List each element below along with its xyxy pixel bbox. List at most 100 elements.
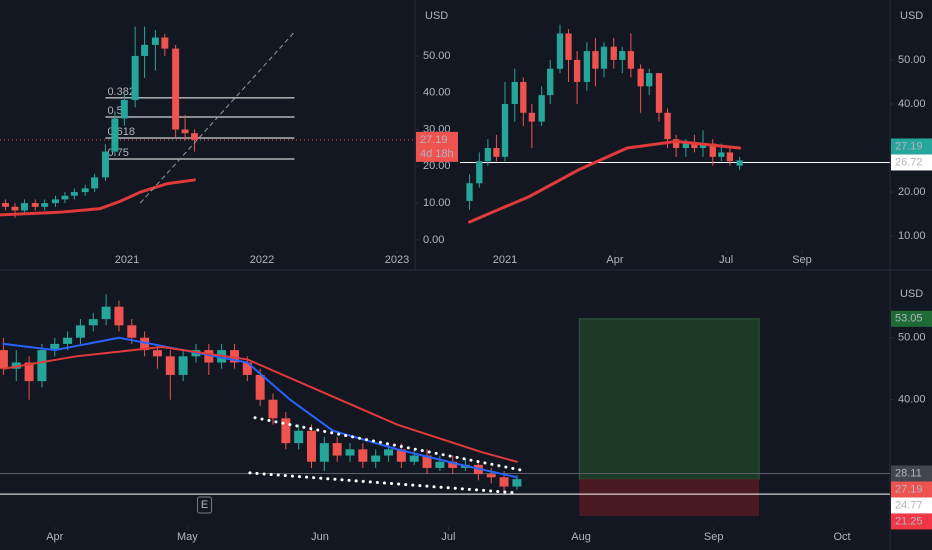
candle-body <box>600 46 608 69</box>
candle-body <box>655 73 663 113</box>
candle-body <box>111 118 119 152</box>
candle-body <box>664 112 671 140</box>
x-tick-label: Jun <box>311 531 329 543</box>
y-tick-label: 50.00 <box>423 50 451 62</box>
candle-body <box>476 161 483 184</box>
candle-body <box>151 37 159 45</box>
candle-body <box>204 350 214 363</box>
indicator-line <box>253 416 522 472</box>
candle-body <box>319 443 329 462</box>
candle-body <box>646 73 653 87</box>
price-label-bg <box>891 481 932 498</box>
price-label: 21.25 <box>895 515 923 527</box>
candle-body <box>448 461 458 468</box>
candle-body <box>52 199 59 204</box>
candle-body <box>610 46 617 60</box>
candle-body <box>538 95 545 122</box>
candle-body <box>409 455 419 462</box>
event-label: E <box>201 499 208 511</box>
price-label-bg <box>891 310 932 327</box>
candle-body <box>37 350 47 382</box>
candle-body <box>718 152 725 157</box>
candle-body <box>294 430 304 444</box>
x-tick-label: 2023 <box>385 254 409 266</box>
candle-body <box>573 59 581 82</box>
candle-body <box>520 81 527 113</box>
price-label-bg <box>891 465 932 482</box>
price-label: 27.19 <box>895 483 923 495</box>
candle-body <box>637 68 644 87</box>
candle-body <box>229 350 239 363</box>
candle-body <box>528 112 536 122</box>
x-tick-label: Sep <box>704 531 724 543</box>
currency-label: USD <box>425 10 448 22</box>
plot-area <box>460 24 890 224</box>
x-tick-label: 2021 <box>115 254 139 266</box>
y-tick-label: 20.00 <box>423 160 451 172</box>
candle-body <box>61 195 69 200</box>
candle-body <box>493 148 500 157</box>
candle-body <box>131 55 139 101</box>
candle-body <box>486 474 496 478</box>
candle-body <box>511 81 518 104</box>
candle-body <box>512 479 522 487</box>
y-tick-label: 10.00 <box>898 230 926 242</box>
price-label-bg <box>891 154 932 171</box>
candle-body <box>672 139 680 149</box>
candle-body <box>24 362 34 382</box>
candle-body <box>547 68 554 96</box>
candle-body <box>371 455 381 462</box>
candle-body <box>565 33 572 60</box>
candle-body <box>161 37 169 49</box>
candle-body <box>682 143 690 149</box>
candle-body <box>592 51 599 69</box>
candle-body <box>268 399 278 419</box>
candle-body <box>501 103 509 157</box>
y-tick-label: 0.00 <box>423 234 444 246</box>
indicator-line <box>2 346 518 463</box>
price-label: 28.11 <box>895 467 922 479</box>
fib-label: 0.5 <box>107 105 122 117</box>
candle-body <box>41 203 49 207</box>
price-label: 27.19 <box>420 134 448 146</box>
profit-zone <box>578 318 760 480</box>
x-tick-label: Apr <box>46 531 63 543</box>
x-tick-label: Apr <box>606 254 623 266</box>
price-label-bg <box>891 497 932 514</box>
candle-body <box>165 356 175 375</box>
candle-body <box>20 203 28 211</box>
candle-body <box>422 455 432 468</box>
price-label: 53.05 <box>895 313 923 325</box>
y-tick-label: 40.00 <box>898 98 926 110</box>
candle-body <box>63 337 73 344</box>
candle-body <box>332 443 342 456</box>
candle-body <box>91 177 99 189</box>
price-label-bg <box>891 138 932 155</box>
price-label-bg <box>891 513 932 530</box>
x-tick-label: Sep <box>792 254 812 266</box>
x-tick-label: 2022 <box>250 254 274 266</box>
candle-body <box>619 51 626 60</box>
candle-body <box>191 133 199 140</box>
candle-body <box>396 449 406 462</box>
price-label-bg <box>416 131 458 162</box>
candle-body <box>70 192 78 196</box>
y-tick-label: 40.00 <box>898 394 926 406</box>
candle-body <box>75 325 85 338</box>
candle-body <box>178 356 188 375</box>
price-label: 24.77 <box>895 499 923 511</box>
candle-body <box>172 48 180 130</box>
candle-body <box>140 337 150 351</box>
indicator-line <box>2 336 518 479</box>
candle-body <box>141 44 149 56</box>
x-tick-label: Jul <box>441 531 455 543</box>
candle-body <box>114 306 124 326</box>
fib-label: 0.382 <box>107 86 135 98</box>
plot-area <box>0 294 890 517</box>
candle-body <box>50 343 60 351</box>
candle-body <box>358 449 368 462</box>
candle-body <box>307 430 316 462</box>
